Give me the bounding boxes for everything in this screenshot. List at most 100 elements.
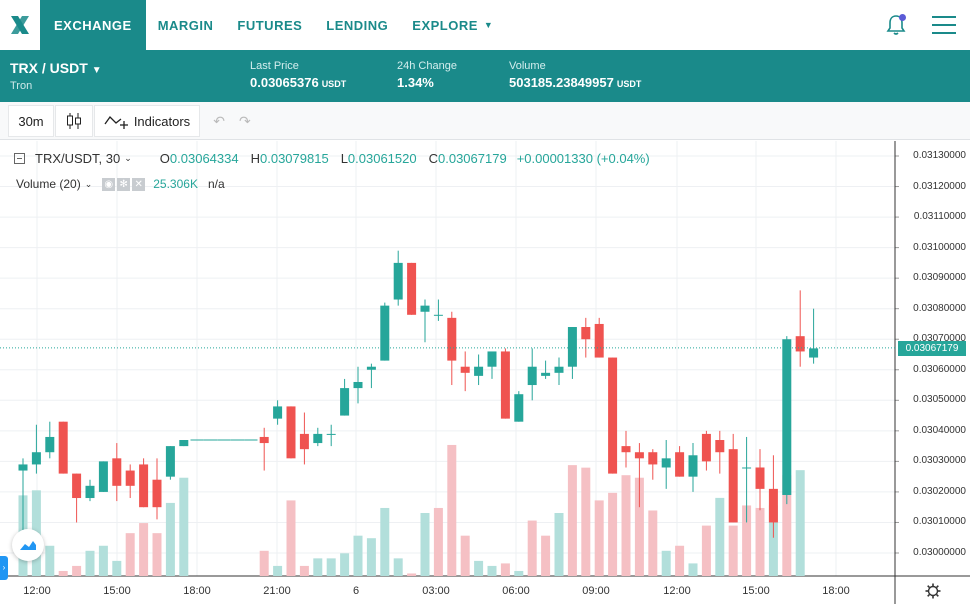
collapse-legend-icon[interactable] [14,153,25,164]
candle-body [139,464,149,508]
candle-type-button[interactable] [55,105,93,137]
volume-bar [45,545,55,576]
volume-bar [661,550,671,576]
indicators-button[interactable]: Indicators [94,105,200,137]
eye-icon[interactable]: ◉ [102,177,116,191]
candle-body [634,452,644,459]
undo-redo-group: ↶ ↷ [201,105,263,137]
volume-bar [353,535,363,576]
candle-body [768,488,778,523]
interval-label: 30m [18,113,44,129]
volume-bar [728,525,738,576]
nav-margin[interactable]: MARGIN [146,0,226,50]
interval-button[interactable]: 30m [8,105,54,137]
candle-body [420,305,430,312]
nav-explore[interactable]: EXPLORE ▼ [400,0,505,50]
candle-body [393,262,403,300]
volume-bar [125,533,135,576]
last-price-tag: 0.03067179 [898,340,966,356]
pair-selector[interactable]: TRX / USDT ▼ [10,60,102,76]
volume-bar [782,475,792,576]
volume-bar [85,550,95,576]
candle-body [527,366,537,386]
redo-icon[interactable]: ↷ [239,112,251,129]
candle-body [165,446,175,477]
change-value: +0.00001330 (+0.04%) [516,151,650,166]
side-panel-toggle[interactable]: › [0,556,8,580]
volume-bar [407,573,417,576]
indicators-label: Indicators [133,113,191,129]
candlestick-chart[interactable] [0,141,970,604]
hamburger-menu-icon[interactable] [932,16,956,34]
candle-body [152,479,162,508]
volume-bar [420,513,430,576]
candlestick-icon [67,113,81,129]
nav-exchange[interactable]: EXCHANGE [40,0,146,50]
volume-bar [621,475,631,576]
volume-label: Volume [509,60,546,72]
nav-futures[interactable]: FUTURES [225,0,314,50]
volume-value: 503185.23849957 [509,75,614,90]
candle-body [487,351,497,367]
candle-body [31,452,41,465]
price-tick-label: 0.03040000 [913,424,966,436]
gear-icon[interactable]: ✻ [117,177,131,191]
time-tick-label: 12:00 [663,585,691,597]
volume-bar [299,565,309,576]
candle-body [500,351,510,419]
volume-bar [72,565,82,576]
volume-bar [675,545,685,576]
price-chart[interactable] [0,141,970,604]
volume-bar [567,465,577,576]
volume-legend-na: n/a [207,177,225,191]
volume-bar [58,570,68,576]
candle-body [460,366,470,373]
volume-bar [500,563,510,576]
high-key: H [250,151,260,166]
time-tick-label: 6 [352,585,360,597]
candle-body [98,461,108,492]
chart-compare-button[interactable] [12,529,44,561]
candle-body [661,458,671,468]
change-value: 1.34% [397,75,434,90]
volume-bar [380,507,390,576]
volume-legend-label[interactable]: Volume (20) [16,177,81,191]
undo-icon[interactable]: ↶ [213,112,225,129]
candle-body [286,406,296,459]
volume-bar [795,470,805,576]
nav-lending[interactable]: LENDING [314,0,400,50]
candle-body [179,440,189,447]
candle-body [728,449,738,523]
nav-explore-label: EXPLORE [412,17,478,33]
chevron-down-icon[interactable]: ⌄ [84,178,93,189]
volume-bar [755,507,765,576]
logo-x-icon[interactable] [0,0,40,50]
bell-icon[interactable] [886,14,906,36]
chevron-down-icon[interactable]: ⌄ [124,153,132,163]
low-key: L [340,151,348,166]
candle-body [514,394,524,422]
volume-bar [286,500,296,576]
volume-bar [179,477,189,576]
candle-body [809,348,819,358]
ticker-bar: TRX / USDT ▼ Tron Last Price 0.03065376 US… [0,50,970,102]
time-tick-label: 15:00 [742,585,770,597]
volume-bar [742,505,752,576]
candle-body [366,366,376,370]
candle-body [742,467,752,469]
close-key: C [428,151,438,166]
volume-bar [768,505,778,576]
candle-body [18,464,28,471]
gear-icon[interactable] [925,583,941,599]
price-tick-label: 0.03020000 [913,485,966,497]
volume-bar [165,502,175,576]
top-navigation: EXCHANGE MARGIN FUTURES LENDING EXPLORE ▼ [0,0,970,50]
candle-body [782,339,792,495]
price-tick-label: 0.03050000 [913,394,966,406]
candle-body [795,336,805,352]
open-value: 0.03064334 [169,151,239,166]
high-value: 0.03079815 [260,151,329,166]
close-icon[interactable]: ✕ [132,177,146,191]
legend-symbol[interactable]: TRX/USDT, 30 [35,151,121,166]
candle-body [72,473,82,499]
